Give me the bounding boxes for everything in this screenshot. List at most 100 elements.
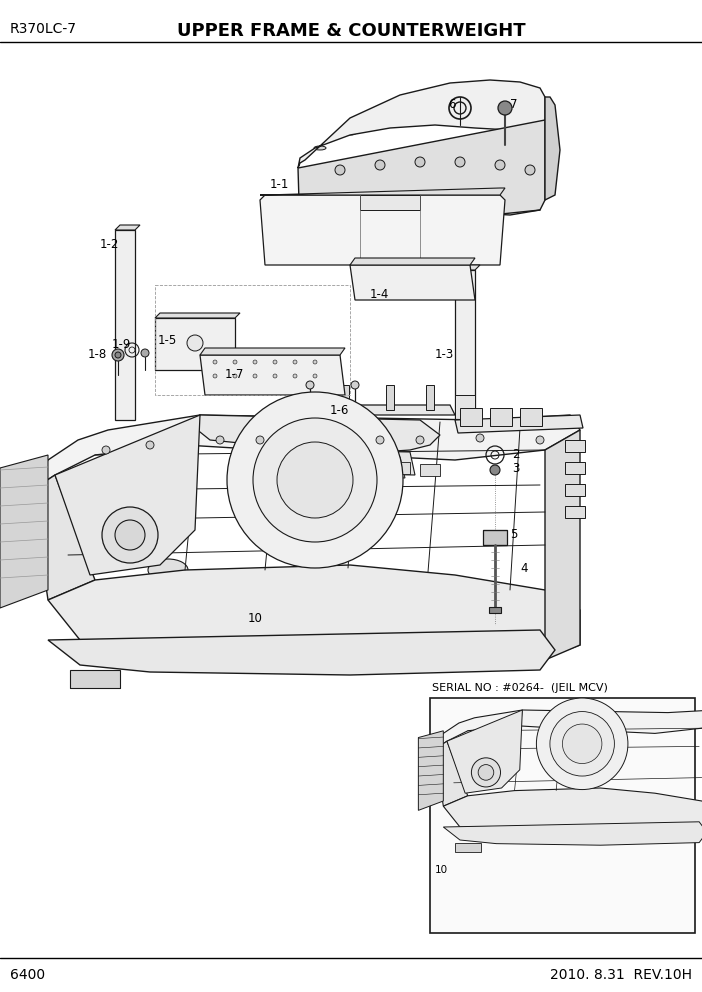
Polygon shape xyxy=(435,710,702,749)
Text: 10: 10 xyxy=(435,865,448,875)
Polygon shape xyxy=(455,270,475,430)
Text: 3: 3 xyxy=(512,461,519,474)
Bar xyxy=(426,385,434,410)
Text: 1-8: 1-8 xyxy=(88,348,107,361)
Circle shape xyxy=(375,160,385,170)
Polygon shape xyxy=(155,318,235,370)
Circle shape xyxy=(550,711,614,776)
Text: 1-5: 1-5 xyxy=(158,333,177,346)
Circle shape xyxy=(253,418,377,542)
Ellipse shape xyxy=(504,120,516,124)
Circle shape xyxy=(525,165,535,175)
Circle shape xyxy=(115,520,145,550)
Ellipse shape xyxy=(496,785,516,797)
Circle shape xyxy=(102,446,110,454)
Circle shape xyxy=(112,349,124,361)
Circle shape xyxy=(536,698,628,790)
Polygon shape xyxy=(545,430,580,660)
Text: 1-3: 1-3 xyxy=(435,348,454,361)
Circle shape xyxy=(415,157,425,167)
Polygon shape xyxy=(290,405,455,415)
Bar xyxy=(70,670,120,688)
Ellipse shape xyxy=(465,194,475,198)
Text: 1-2: 1-2 xyxy=(100,238,119,252)
Text: 5: 5 xyxy=(510,529,517,542)
Text: 4: 4 xyxy=(520,561,527,574)
Circle shape xyxy=(306,381,314,389)
Polygon shape xyxy=(435,741,468,806)
Circle shape xyxy=(472,758,501,787)
Ellipse shape xyxy=(295,196,305,200)
Circle shape xyxy=(536,436,544,444)
Bar xyxy=(489,607,501,613)
Bar xyxy=(430,698,695,933)
Ellipse shape xyxy=(384,121,396,125)
Circle shape xyxy=(490,465,500,475)
Polygon shape xyxy=(32,415,580,490)
Circle shape xyxy=(227,392,403,568)
Bar xyxy=(360,460,380,472)
Circle shape xyxy=(253,360,257,364)
Bar xyxy=(455,842,481,852)
Polygon shape xyxy=(260,188,505,195)
Ellipse shape xyxy=(148,559,188,581)
Bar xyxy=(386,385,394,410)
Bar xyxy=(460,408,482,426)
Ellipse shape xyxy=(314,146,326,150)
Polygon shape xyxy=(444,788,702,837)
Polygon shape xyxy=(447,710,522,794)
Bar xyxy=(565,506,585,518)
Polygon shape xyxy=(260,195,505,265)
Circle shape xyxy=(216,436,224,444)
Circle shape xyxy=(141,349,149,357)
Circle shape xyxy=(273,374,277,378)
Circle shape xyxy=(335,165,345,175)
Text: 1-4: 1-4 xyxy=(370,289,390,302)
Circle shape xyxy=(115,352,121,358)
Circle shape xyxy=(416,436,424,444)
Polygon shape xyxy=(418,731,444,810)
Circle shape xyxy=(233,360,237,364)
Circle shape xyxy=(273,360,277,364)
Text: R370LC-7: R370LC-7 xyxy=(10,22,77,36)
Circle shape xyxy=(376,436,384,444)
Circle shape xyxy=(478,765,494,780)
Circle shape xyxy=(313,374,317,378)
Circle shape xyxy=(233,374,237,378)
Polygon shape xyxy=(155,313,240,318)
Polygon shape xyxy=(195,415,440,452)
Polygon shape xyxy=(48,565,580,660)
Text: 6: 6 xyxy=(448,98,456,111)
Circle shape xyxy=(498,101,512,115)
Text: 1-1: 1-1 xyxy=(270,179,289,191)
Circle shape xyxy=(495,160,505,170)
Polygon shape xyxy=(455,395,475,435)
Ellipse shape xyxy=(464,116,476,120)
Bar xyxy=(390,462,410,474)
Text: 1-6: 1-6 xyxy=(330,404,350,417)
Polygon shape xyxy=(300,450,415,475)
Polygon shape xyxy=(115,225,140,230)
Circle shape xyxy=(213,360,217,364)
Polygon shape xyxy=(298,80,545,168)
Ellipse shape xyxy=(375,193,385,197)
Bar xyxy=(483,530,507,545)
Bar xyxy=(565,484,585,496)
Text: 1-9: 1-9 xyxy=(112,338,131,351)
Polygon shape xyxy=(444,821,702,845)
Bar xyxy=(420,464,440,476)
Polygon shape xyxy=(455,415,583,433)
Bar xyxy=(520,408,542,426)
Ellipse shape xyxy=(425,193,435,197)
Text: 6400: 6400 xyxy=(10,968,45,982)
Bar xyxy=(490,408,512,426)
Text: 10: 10 xyxy=(248,611,263,625)
Text: 1-7: 1-7 xyxy=(225,368,244,382)
Circle shape xyxy=(313,360,317,364)
Text: UPPER FRAME & COUNTERWEIGHT: UPPER FRAME & COUNTERWEIGHT xyxy=(177,22,525,40)
Polygon shape xyxy=(360,195,420,210)
Circle shape xyxy=(277,442,353,518)
Polygon shape xyxy=(350,258,475,265)
Polygon shape xyxy=(0,455,48,608)
Circle shape xyxy=(293,374,297,378)
